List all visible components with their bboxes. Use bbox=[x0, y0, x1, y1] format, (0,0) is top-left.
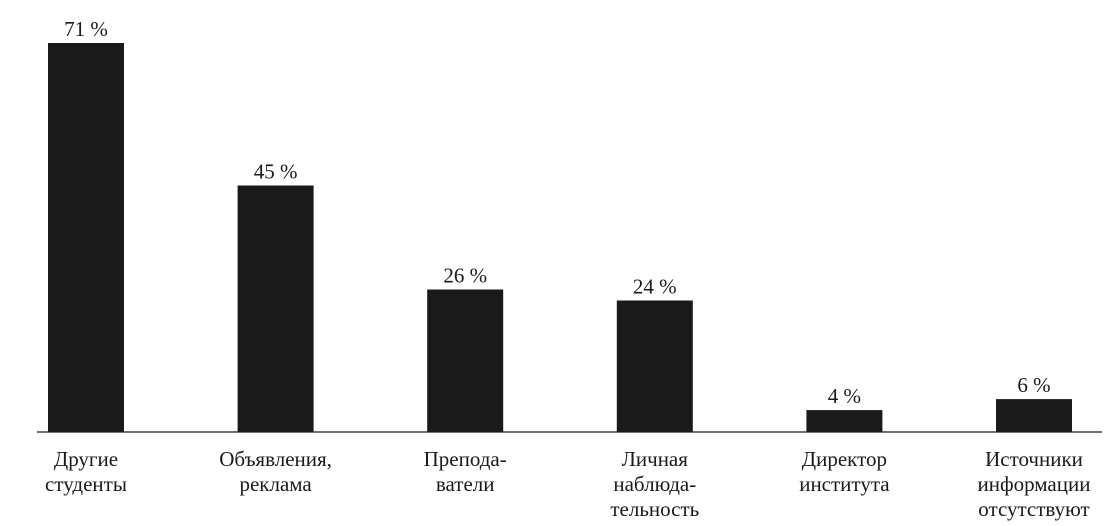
bar-value-label-5: 6 % bbox=[1017, 373, 1050, 397]
category-label-1-line-0: Объявления, bbox=[219, 447, 332, 471]
category-label-2-line-1: ватели bbox=[436, 472, 495, 496]
bar-value-label-2: 26 % bbox=[443, 264, 487, 288]
bar-value-label-1: 45 % bbox=[254, 160, 298, 184]
category-label-4-line-1: института bbox=[799, 472, 890, 496]
category-label-3-line-0: Личная bbox=[622, 447, 689, 471]
category-label-2-line-0: Препода- bbox=[424, 447, 507, 471]
bar-value-label-3: 24 % bbox=[633, 275, 677, 299]
category-label-5-line-0: Источники bbox=[985, 447, 1083, 471]
category-label-3-line-1: наблюда- bbox=[613, 472, 696, 496]
bar-1 bbox=[237, 185, 314, 432]
category-label-4-line-0: Директор bbox=[802, 447, 887, 471]
bar-value-label-0: 71 % bbox=[64, 17, 108, 41]
category-label-3-line-2: тельность bbox=[610, 497, 699, 521]
category-label-5-line-1: информации bbox=[978, 472, 1091, 496]
category-label-1-line-1: реклама bbox=[239, 472, 312, 496]
bar-5 bbox=[996, 399, 1072, 432]
value-labels-group: 71 % 45 % 26 % 24 % 4 % 6 % bbox=[64, 17, 1051, 408]
category-label-5-line-2: отсутствуют bbox=[978, 497, 1089, 521]
bar-0 bbox=[48, 43, 124, 432]
category-label-0-line-0: Другие bbox=[54, 447, 118, 471]
bar-value-label-4: 4 % bbox=[828, 384, 861, 408]
bar-3 bbox=[616, 300, 693, 432]
bar-4 bbox=[806, 410, 883, 432]
bar-2 bbox=[427, 289, 504, 432]
bars-group bbox=[48, 43, 1072, 432]
category-label-0-line-1: студенты bbox=[45, 472, 127, 496]
